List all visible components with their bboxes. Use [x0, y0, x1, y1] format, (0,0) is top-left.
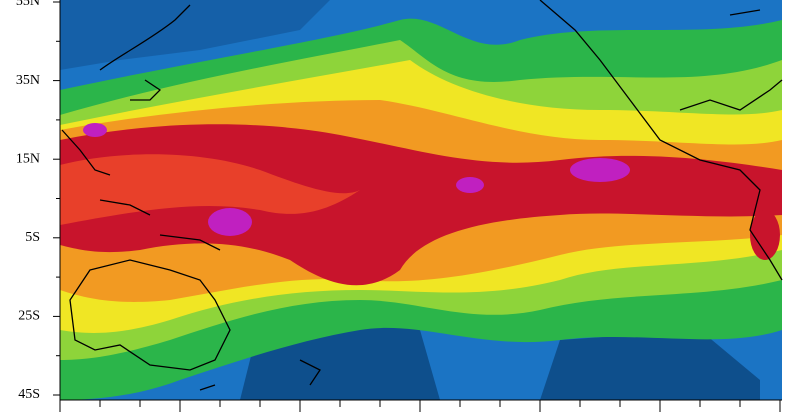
deep-convection [83, 123, 107, 137]
longitude-axis [59, 400, 781, 412]
coastline [679, 9, 783, 111]
coastline [69, 259, 231, 371]
coastline [539, 0, 783, 281]
latitude-label: 45S [18, 387, 40, 402]
deep-convection [208, 208, 252, 236]
latitude-label: 5S [25, 230, 40, 245]
dry-region [540, 330, 760, 400]
latitude-label: 55N [16, 0, 40, 9]
latitude-label: 35N [16, 73, 40, 88]
convective-band [750, 210, 780, 260]
latitude-axis: 55N 35N 15N 5S 25S 45S [16, 0, 60, 402]
imagery [60, 0, 782, 401]
coastline [61, 129, 221, 251]
coastline [99, 4, 191, 101]
latitude-label: 15N [16, 151, 40, 166]
coastlines [61, 0, 783, 391]
coastline [199, 359, 321, 391]
latitude-label: 25S [18, 309, 40, 324]
deep-convection [456, 177, 484, 193]
deep-convection [570, 158, 630, 182]
